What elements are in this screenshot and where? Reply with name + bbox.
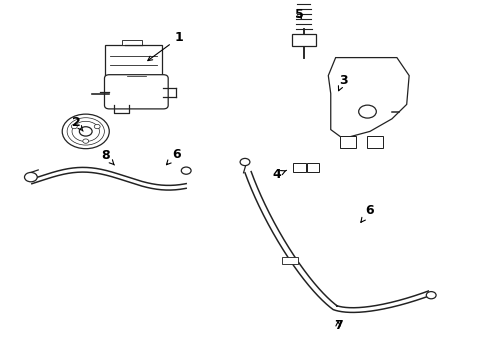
Circle shape xyxy=(83,139,89,143)
Text: 1: 1 xyxy=(148,31,183,60)
FancyBboxPatch shape xyxy=(282,257,298,264)
Circle shape xyxy=(240,158,250,166)
FancyBboxPatch shape xyxy=(122,40,142,45)
Text: 5: 5 xyxy=(294,8,303,21)
FancyBboxPatch shape xyxy=(105,45,162,76)
Text: 6: 6 xyxy=(167,148,181,165)
FancyBboxPatch shape xyxy=(104,75,168,109)
FancyBboxPatch shape xyxy=(307,163,319,172)
Text: 4: 4 xyxy=(272,168,287,181)
Circle shape xyxy=(181,167,191,174)
Circle shape xyxy=(79,127,92,136)
Text: 3: 3 xyxy=(339,75,347,91)
Text: 8: 8 xyxy=(101,149,114,165)
Text: 7: 7 xyxy=(334,319,343,332)
Circle shape xyxy=(426,292,436,299)
Circle shape xyxy=(24,172,37,182)
FancyBboxPatch shape xyxy=(292,34,316,46)
Circle shape xyxy=(62,114,109,149)
Text: 2: 2 xyxy=(72,116,83,131)
Polygon shape xyxy=(328,58,409,139)
Circle shape xyxy=(359,105,376,118)
FancyBboxPatch shape xyxy=(340,136,356,148)
Circle shape xyxy=(72,124,77,129)
Text: 6: 6 xyxy=(361,204,374,222)
FancyBboxPatch shape xyxy=(293,163,306,172)
FancyBboxPatch shape xyxy=(367,136,383,148)
Circle shape xyxy=(94,124,100,129)
